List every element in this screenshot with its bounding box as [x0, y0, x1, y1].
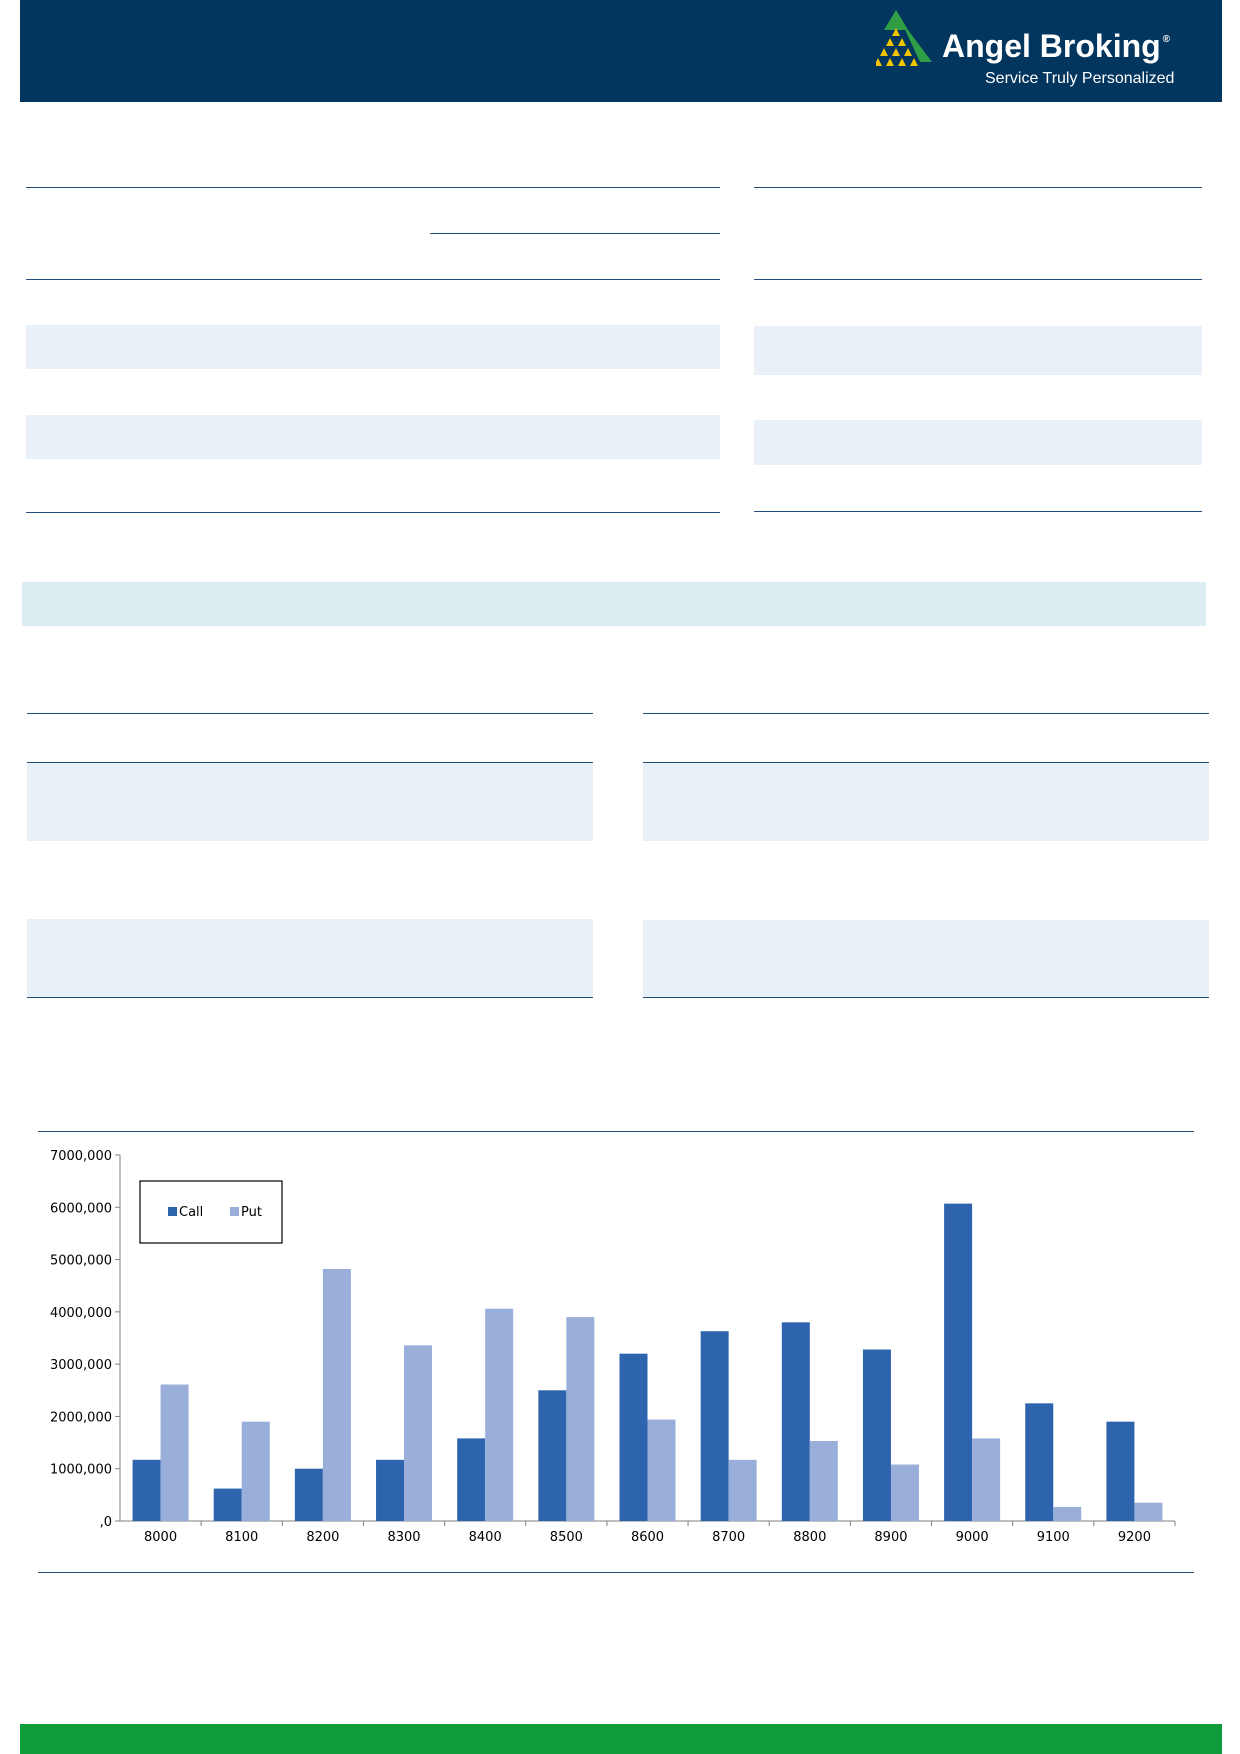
table-row: [643, 763, 1209, 841]
bar-chart-svg: ,0 1000,000 2000,000 3000,000 4000,000 5000,0…: [50, 1149, 1176, 1545]
table-rule: [754, 187, 1202, 188]
page-footer-bar: [20, 1724, 1222, 1754]
bar-put-8300: [404, 1345, 433, 1521]
bar-put-9200: [1134, 1502, 1163, 1521]
y-tick-label: 3000,000: [50, 1358, 112, 1373]
legend-label-call: Call: [179, 1205, 203, 1220]
x-tick-label: 8400: [469, 1530, 502, 1545]
y-tick-label: 7000,000: [50, 1149, 112, 1164]
x-tick-label: 8500: [550, 1530, 583, 1545]
bar-call-9000: [944, 1203, 973, 1521]
x-tick-label: 8900: [874, 1530, 907, 1545]
bar-call-8600: [619, 1353, 648, 1521]
table-rule: [430, 233, 720, 234]
legend-label-put: Put: [241, 1205, 262, 1220]
table-row: [643, 920, 1209, 997]
y-tick-label: 1000,000: [50, 1463, 112, 1478]
bar-put-8500: [566, 1317, 595, 1521]
bar-put-8700: [728, 1459, 757, 1521]
section-band: [22, 582, 1206, 626]
table-row: [26, 415, 720, 459]
bar-call-8000: [132, 1459, 161, 1521]
table-rule: [643, 997, 1209, 998]
table-rule: [26, 187, 720, 188]
y-tick-label: 2000,000: [50, 1410, 112, 1425]
bar-call-9200: [1106, 1421, 1135, 1521]
bar-call-8200: [294, 1468, 323, 1521]
table-rule: [754, 511, 1202, 512]
table-rule: [754, 279, 1202, 280]
table-rule: [27, 713, 593, 714]
x-tick-label: 8800: [793, 1530, 826, 1545]
bar-call-8500: [538, 1390, 567, 1521]
x-tick-label: 9100: [1037, 1530, 1070, 1545]
x-tick-label: 8700: [712, 1530, 745, 1545]
brand-logo: Angel Broking ® Service Truly Personalize…: [876, 10, 1186, 92]
bar-put-8200: [322, 1268, 351, 1521]
table-row: [754, 326, 1202, 375]
brand-tagline: Service Truly Personalized: [985, 70, 1175, 87]
chart-top-rule: [38, 1131, 1194, 1132]
bar-call-9100: [1025, 1403, 1054, 1521]
table-rule: [26, 279, 720, 280]
open-interest-chart: ,0 1000,000 2000,000 3000,000 4000,000 5000,0…: [30, 1140, 1190, 1560]
chart-bottom-rule: [38, 1572, 1194, 1573]
y-tick-label: 5000,000: [50, 1254, 112, 1269]
bar-put-8100: [241, 1421, 270, 1521]
pyramid-logo-icon: [876, 10, 932, 66]
x-tick-label: 9000: [956, 1530, 989, 1545]
bar-call-8800: [781, 1322, 810, 1521]
bar-call-8400: [457, 1438, 486, 1521]
bar-put-8400: [485, 1308, 514, 1521]
x-tick-label: 9200: [1118, 1530, 1151, 1545]
table-row: [754, 420, 1202, 465]
x-tick-label: 8200: [306, 1530, 339, 1545]
table-row: [27, 763, 593, 841]
x-tick-label: 8600: [631, 1530, 664, 1545]
bar-call-8900: [862, 1349, 891, 1521]
brand-name: Angel Broking ®: [942, 28, 1171, 64]
bar-put-8800: [809, 1441, 838, 1521]
table-row: [27, 919, 593, 997]
table-rule: [26, 512, 720, 513]
legend-box: [139, 1180, 283, 1244]
x-tick-label: 8300: [387, 1530, 420, 1545]
y-tick-label: 6000,000: [50, 1201, 112, 1216]
x-tick-label: 8100: [225, 1530, 258, 1545]
x-tick-label: 8000: [144, 1530, 177, 1545]
y-tick-label: ,0: [100, 1515, 112, 1530]
legend-swatch-put: [230, 1207, 239, 1216]
table-rule: [27, 762, 593, 763]
bar-call-8100: [213, 1488, 242, 1521]
bar-put-9100: [1053, 1506, 1082, 1521]
bar-call-8700: [700, 1331, 729, 1521]
bar-put-8000: [160, 1384, 189, 1521]
table-rule: [27, 997, 593, 998]
bar-put-8600: [647, 1419, 676, 1521]
bar-put-9000: [972, 1438, 1001, 1521]
bar-call-8300: [376, 1459, 405, 1521]
table-rule: [643, 762, 1209, 763]
bar-put-8900: [890, 1464, 919, 1521]
table-rule: [643, 713, 1209, 714]
table-row: [26, 325, 720, 369]
y-tick-label: 4000,000: [50, 1306, 112, 1321]
legend-swatch-call: [168, 1207, 177, 1216]
page-header: Angel Broking ® Service Truly Personalize…: [20, 0, 1222, 102]
registered-mark: ®: [1162, 34, 1171, 45]
